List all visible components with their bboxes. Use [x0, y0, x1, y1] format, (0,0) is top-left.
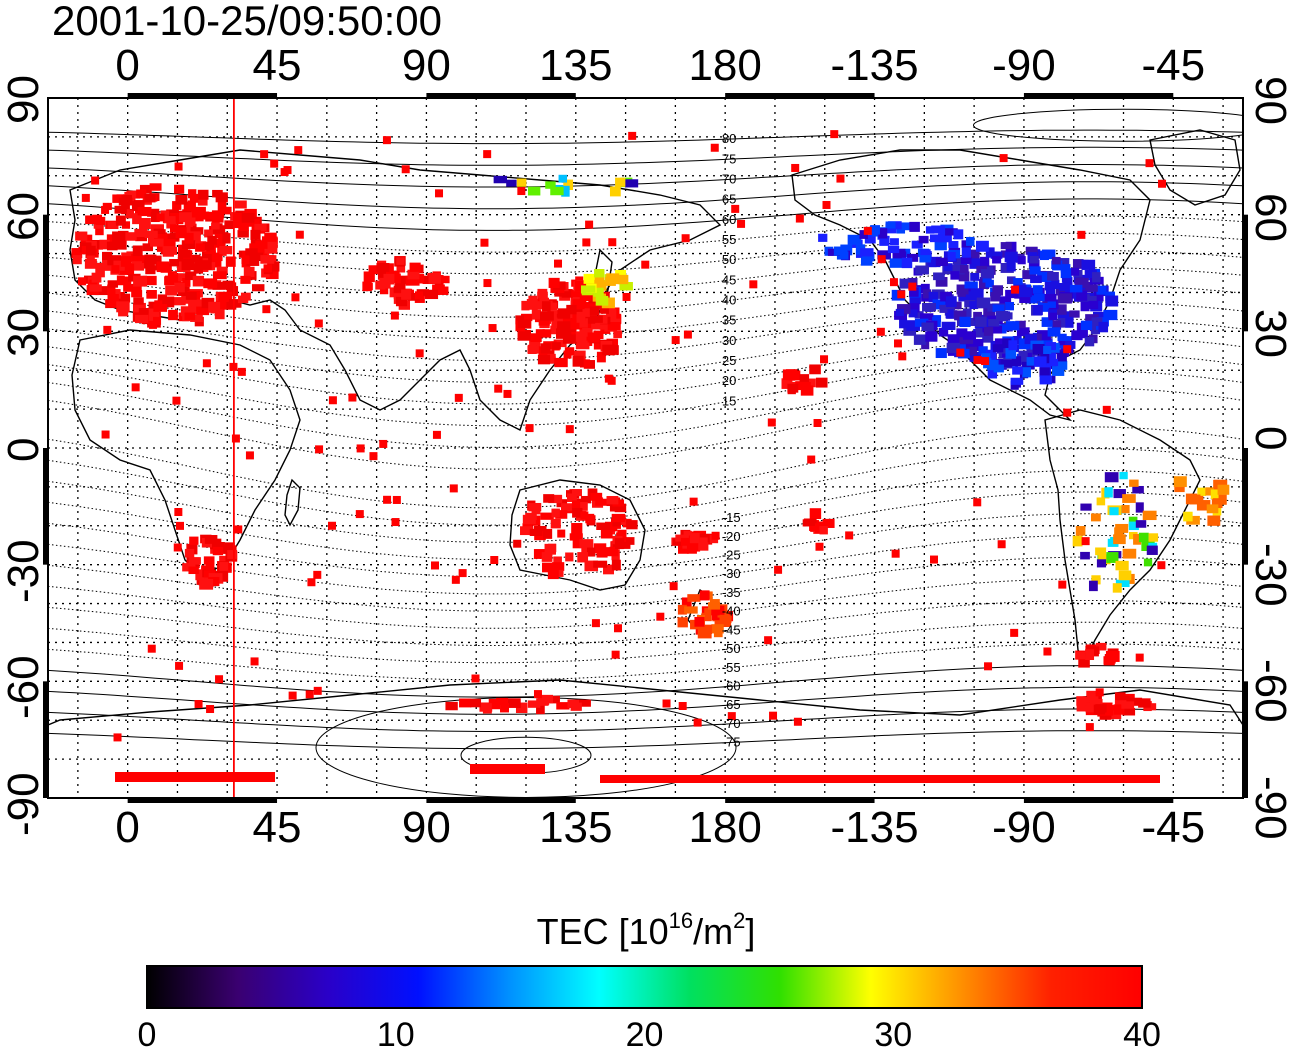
colorbar-gradient: [146, 965, 1143, 1009]
top-tick-label: 135: [539, 41, 613, 90]
bottom-tick-label: -90: [992, 803, 1056, 852]
contour-label: 60: [722, 212, 736, 227]
bottom-tick-label: 90: [401, 803, 451, 852]
contour-label: 45: [722, 272, 736, 287]
colorbar-tick-label: 40: [1123, 1016, 1161, 1054]
left-tick-label: 90: [0, 75, 48, 124]
right-tick-label: 60: [1246, 192, 1292, 242]
contour-label: -40: [722, 604, 741, 619]
contour-line: [48, 665, 1243, 698]
colorbar-title: TEC [1016/m2]: [536, 908, 756, 952]
bottom-tick-label: 45: [252, 803, 302, 852]
bottom-tick-label: 180: [688, 803, 762, 852]
contour-line: [48, 600, 1243, 646]
left-tick-label: -30: [0, 539, 48, 603]
contour-label: 75: [722, 151, 736, 166]
contour-line: [48, 578, 1243, 629]
contour-label: 20: [722, 373, 736, 388]
contour-label: 40: [722, 293, 736, 308]
contour-label: 25: [722, 353, 736, 368]
contour-line: [48, 730, 1243, 750]
top-tick-label: 45: [252, 41, 302, 90]
bottom-tick-label: -45: [1141, 803, 1206, 852]
contour-label: -60: [722, 678, 741, 693]
contour-line: [48, 129, 1243, 145]
right-tick-label: 90: [1246, 76, 1292, 125]
contour-line: [48, 556, 1243, 612]
contour-label: 30: [722, 333, 736, 348]
contour-label: -20: [722, 529, 741, 544]
contour-label: -75: [722, 735, 741, 750]
contour-line: [48, 491, 1243, 560]
bottom-tick-label: 135: [539, 803, 613, 852]
contour-line: [48, 301, 1243, 362]
top-tick-label: -135: [830, 41, 919, 90]
top-tick-label: -45: [1141, 41, 1206, 90]
contour-line: [48, 164, 1243, 188]
contour-line: [48, 621, 1243, 664]
contour-label: -50: [722, 641, 741, 656]
contour-label: -25: [722, 547, 741, 562]
contour-line: [48, 426, 1243, 509]
contour-label: 80: [722, 131, 736, 146]
contour-labels: 80 75 70 65 60 55 50 45 40 35 30 25 20 15 -15 -20 -25 -30…: [722, 131, 741, 750]
colorbar-tick-label: 30: [874, 1016, 913, 1054]
contour-label: 65: [722, 192, 736, 207]
left-tick-label: 30: [0, 308, 48, 358]
right-tick-label: 0: [1246, 426, 1292, 451]
contour-label: -55: [722, 660, 741, 675]
contour-line: [48, 181, 1243, 210]
contour-label: 55: [722, 232, 736, 247]
bottom-tick-label: -135: [830, 803, 919, 852]
contour-label: -30: [722, 566, 741, 581]
contour-label: 35: [722, 313, 736, 328]
contour-label: 70: [722, 171, 736, 186]
colorbar-tick-label: 10: [376, 1016, 415, 1054]
contour-label: 50: [722, 252, 736, 267]
contour-line: [48, 284, 1243, 340]
contour-line: [48, 534, 1243, 595]
contour-label: -45: [722, 622, 741, 637]
top-tick-label: 0: [115, 41, 140, 90]
contour-label: -70: [722, 716, 741, 731]
right-tick-label: -90: [1246, 776, 1292, 840]
right-tick-label: -30: [1246, 542, 1292, 607]
colorbar-tick-label: 0: [137, 1016, 157, 1054]
contour-label: -65: [722, 697, 741, 712]
contour-line: [48, 708, 1243, 732]
contour-line: [973, 108, 1243, 142]
contour-label: -35: [722, 585, 741, 600]
map-timestamp-title: 2001-10-25/09:50:00: [52, 0, 442, 44]
colorbar-tick-label: 20: [625, 1016, 664, 1054]
bottom-tick-label: 0: [115, 803, 140, 852]
contour-label: 15: [722, 393, 736, 408]
right-tick-label: 30: [1246, 309, 1292, 359]
contour-label: -15: [722, 510, 741, 525]
top-tick-label: 90: [401, 41, 451, 90]
contour-line: [48, 387, 1243, 470]
right-tick-label: -60: [1246, 659, 1292, 723]
left-tick-label: 60: [0, 191, 48, 241]
left-tick-label: -60: [0, 655, 48, 720]
left-tick-label: 0: [0, 437, 48, 462]
top-tick-label: 180: [688, 41, 762, 90]
top-tick-label: -90: [992, 41, 1056, 90]
contour-line: [48, 146, 1243, 166]
frame-edge-bars: [43, 93, 1248, 803]
tec-observation-blobs: [71, 130, 1230, 783]
left-tick-label: -90: [0, 772, 48, 836]
